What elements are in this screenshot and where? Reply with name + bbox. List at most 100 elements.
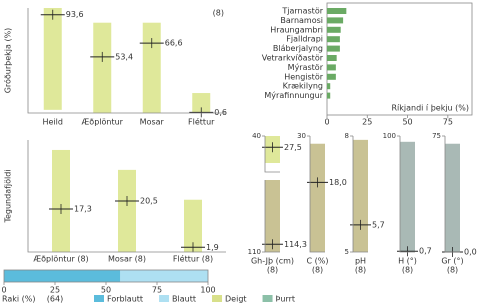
axis bbox=[399, 136, 415, 253]
value-label: 0,7 bbox=[419, 247, 432, 256]
bar bbox=[327, 55, 337, 61]
category-label: Hengistör bbox=[284, 72, 324, 81]
axis bbox=[444, 136, 460, 253]
value-label: 114,3 bbox=[284, 240, 307, 249]
axis bbox=[264, 180, 280, 253]
value-label: 17,3 bbox=[74, 204, 92, 213]
category-label: Mýrastör bbox=[288, 63, 324, 72]
annotation: (8) bbox=[213, 9, 224, 18]
category-label: Mosar bbox=[140, 118, 165, 127]
category-note: (8) bbox=[312, 266, 323, 275]
category-label: Tjarnastör bbox=[281, 7, 323, 16]
legend-swatch bbox=[94, 295, 104, 302]
value-label: 53,4 bbox=[115, 52, 133, 61]
category-label: Vetrarkvíðastör bbox=[262, 54, 324, 63]
y-tick-label: 8 bbox=[345, 132, 349, 140]
value-label: 20,5 bbox=[140, 196, 158, 205]
x-tick-label: 50 bbox=[101, 286, 111, 295]
x-axis-label: Raki (%) bbox=[2, 295, 36, 303]
x-tick-label: 100 bbox=[200, 286, 215, 295]
bar bbox=[327, 73, 336, 80]
x-axis-label: Ríkjandi í þekju (%) bbox=[391, 104, 469, 113]
x-tick-label: 50 bbox=[402, 118, 412, 127]
value-label: 27,5 bbox=[284, 143, 302, 152]
range-bar bbox=[43, 8, 62, 110]
category-label: H (°) bbox=[398, 257, 417, 266]
range-bar bbox=[445, 143, 460, 252]
range-bar bbox=[52, 149, 70, 252]
range-bar bbox=[142, 22, 161, 114]
segment bbox=[120, 270, 208, 282]
axis bbox=[309, 136, 325, 253]
category-note: (8) bbox=[447, 266, 458, 275]
category-label: C (%) bbox=[307, 257, 329, 266]
value-label: 93,6 bbox=[66, 10, 84, 19]
category-label: Gh-Jþ (cm) bbox=[251, 257, 294, 266]
legend-swatch bbox=[159, 295, 170, 302]
category-note: (8) bbox=[355, 266, 366, 275]
y-tick-label: 75 bbox=[432, 132, 441, 140]
category-label: Mosar (8) bbox=[108, 255, 146, 264]
category-label: Heild bbox=[43, 118, 63, 127]
value-label: 18,0 bbox=[329, 178, 347, 187]
value-label: 5,7 bbox=[372, 220, 385, 229]
range-bar bbox=[400, 141, 415, 252]
annotation: (64) bbox=[47, 295, 63, 303]
value-label: 0,6 bbox=[214, 108, 227, 117]
y-tick-label: 30 bbox=[297, 132, 306, 140]
bar bbox=[327, 17, 344, 24]
x-tick-label: 75 bbox=[152, 286, 162, 295]
category-label: Fléttur (8) bbox=[173, 254, 213, 264]
x-tick-label: 75 bbox=[443, 118, 453, 127]
value-label: 1,9 bbox=[206, 243, 219, 252]
bar bbox=[327, 92, 331, 99]
axis bbox=[27, 8, 226, 114]
x-tick-label: 0 bbox=[324, 118, 329, 127]
bar bbox=[327, 83, 331, 90]
x-tick-label: 25 bbox=[50, 286, 60, 295]
range-bar bbox=[184, 199, 202, 252]
y-tick-label: 100 bbox=[383, 132, 396, 140]
y-axis-label: Tegundafjöldi bbox=[4, 169, 13, 223]
value-label: 0,0 bbox=[464, 248, 477, 257]
category-label: Fjalldrapi bbox=[286, 35, 323, 44]
category-label: pH bbox=[355, 257, 366, 266]
y-axis-label: Gróðurþekja (%) bbox=[3, 28, 13, 94]
range-bar bbox=[265, 180, 280, 252]
category-note: (8) bbox=[402, 266, 413, 275]
value-label: 66,6 bbox=[165, 39, 183, 48]
y-tick-label: 5 bbox=[345, 248, 349, 256]
segment bbox=[4, 270, 121, 282]
bar bbox=[327, 8, 347, 14]
category-label: Æðplöntur bbox=[82, 118, 124, 127]
range-bar bbox=[118, 169, 136, 252]
axis bbox=[27, 140, 226, 253]
legend-swatch bbox=[262, 295, 273, 302]
range-bar bbox=[353, 139, 368, 252]
range-bar bbox=[93, 22, 112, 114]
bar bbox=[327, 45, 340, 52]
legend-swatch bbox=[212, 295, 223, 302]
category-label: Barnamosi bbox=[280, 16, 323, 25]
category-label: Mýrafinnungur bbox=[264, 91, 323, 100]
x-tick-label: 25 bbox=[362, 118, 372, 127]
bar bbox=[327, 36, 340, 43]
legend-label: Deigt bbox=[225, 295, 247, 303]
y-tick-label: 110 bbox=[248, 248, 261, 256]
category-label: Fléttur bbox=[188, 117, 215, 127]
category-label: Krækilyng bbox=[283, 82, 323, 91]
category-note: (8) bbox=[267, 266, 278, 275]
legend-label: Forblautt bbox=[107, 295, 143, 303]
category-label: Æðplöntur (8) bbox=[33, 255, 88, 264]
plot-frame bbox=[326, 2, 473, 116]
category-label: Bláberjalyng bbox=[273, 44, 323, 53]
x-tick-label: 0 bbox=[1, 286, 6, 295]
bar bbox=[327, 64, 336, 71]
range-bar bbox=[192, 93, 211, 113]
y-tick-label: 40 bbox=[252, 132, 261, 140]
bar bbox=[327, 26, 341, 33]
category-label: Gr (°) bbox=[441, 257, 463, 266]
axis bbox=[264, 136, 280, 173]
axis bbox=[352, 136, 368, 253]
